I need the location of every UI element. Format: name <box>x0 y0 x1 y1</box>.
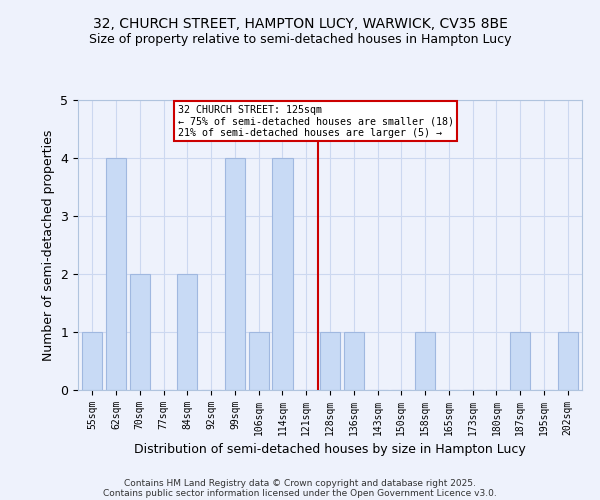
Bar <box>272 158 293 390</box>
Text: Contains public sector information licensed under the Open Government Licence v3: Contains public sector information licen… <box>103 488 497 498</box>
Bar <box>320 332 340 390</box>
Bar <box>344 332 364 390</box>
Text: Size of property relative to semi-detached houses in Hampton Lucy: Size of property relative to semi-detach… <box>89 32 511 46</box>
Bar <box>510 332 530 390</box>
Bar <box>415 332 435 390</box>
Text: 32 CHURCH STREET: 125sqm
← 75% of semi-detached houses are smaller (18)
21% of s: 32 CHURCH STREET: 125sqm ← 75% of semi-d… <box>178 104 454 138</box>
Text: Distribution of semi-detached houses by size in Hampton Lucy: Distribution of semi-detached houses by … <box>134 444 526 456</box>
Bar <box>82 332 103 390</box>
Bar <box>130 274 150 390</box>
Text: Contains HM Land Registry data © Crown copyright and database right 2025.: Contains HM Land Registry data © Crown c… <box>124 478 476 488</box>
Bar <box>106 158 126 390</box>
Bar <box>248 332 269 390</box>
Bar <box>225 158 245 390</box>
Y-axis label: Number of semi-detached properties: Number of semi-detached properties <box>42 130 55 360</box>
Bar <box>177 274 197 390</box>
Text: 32, CHURCH STREET, HAMPTON LUCY, WARWICK, CV35 8BE: 32, CHURCH STREET, HAMPTON LUCY, WARWICK… <box>92 18 508 32</box>
Bar <box>557 332 578 390</box>
